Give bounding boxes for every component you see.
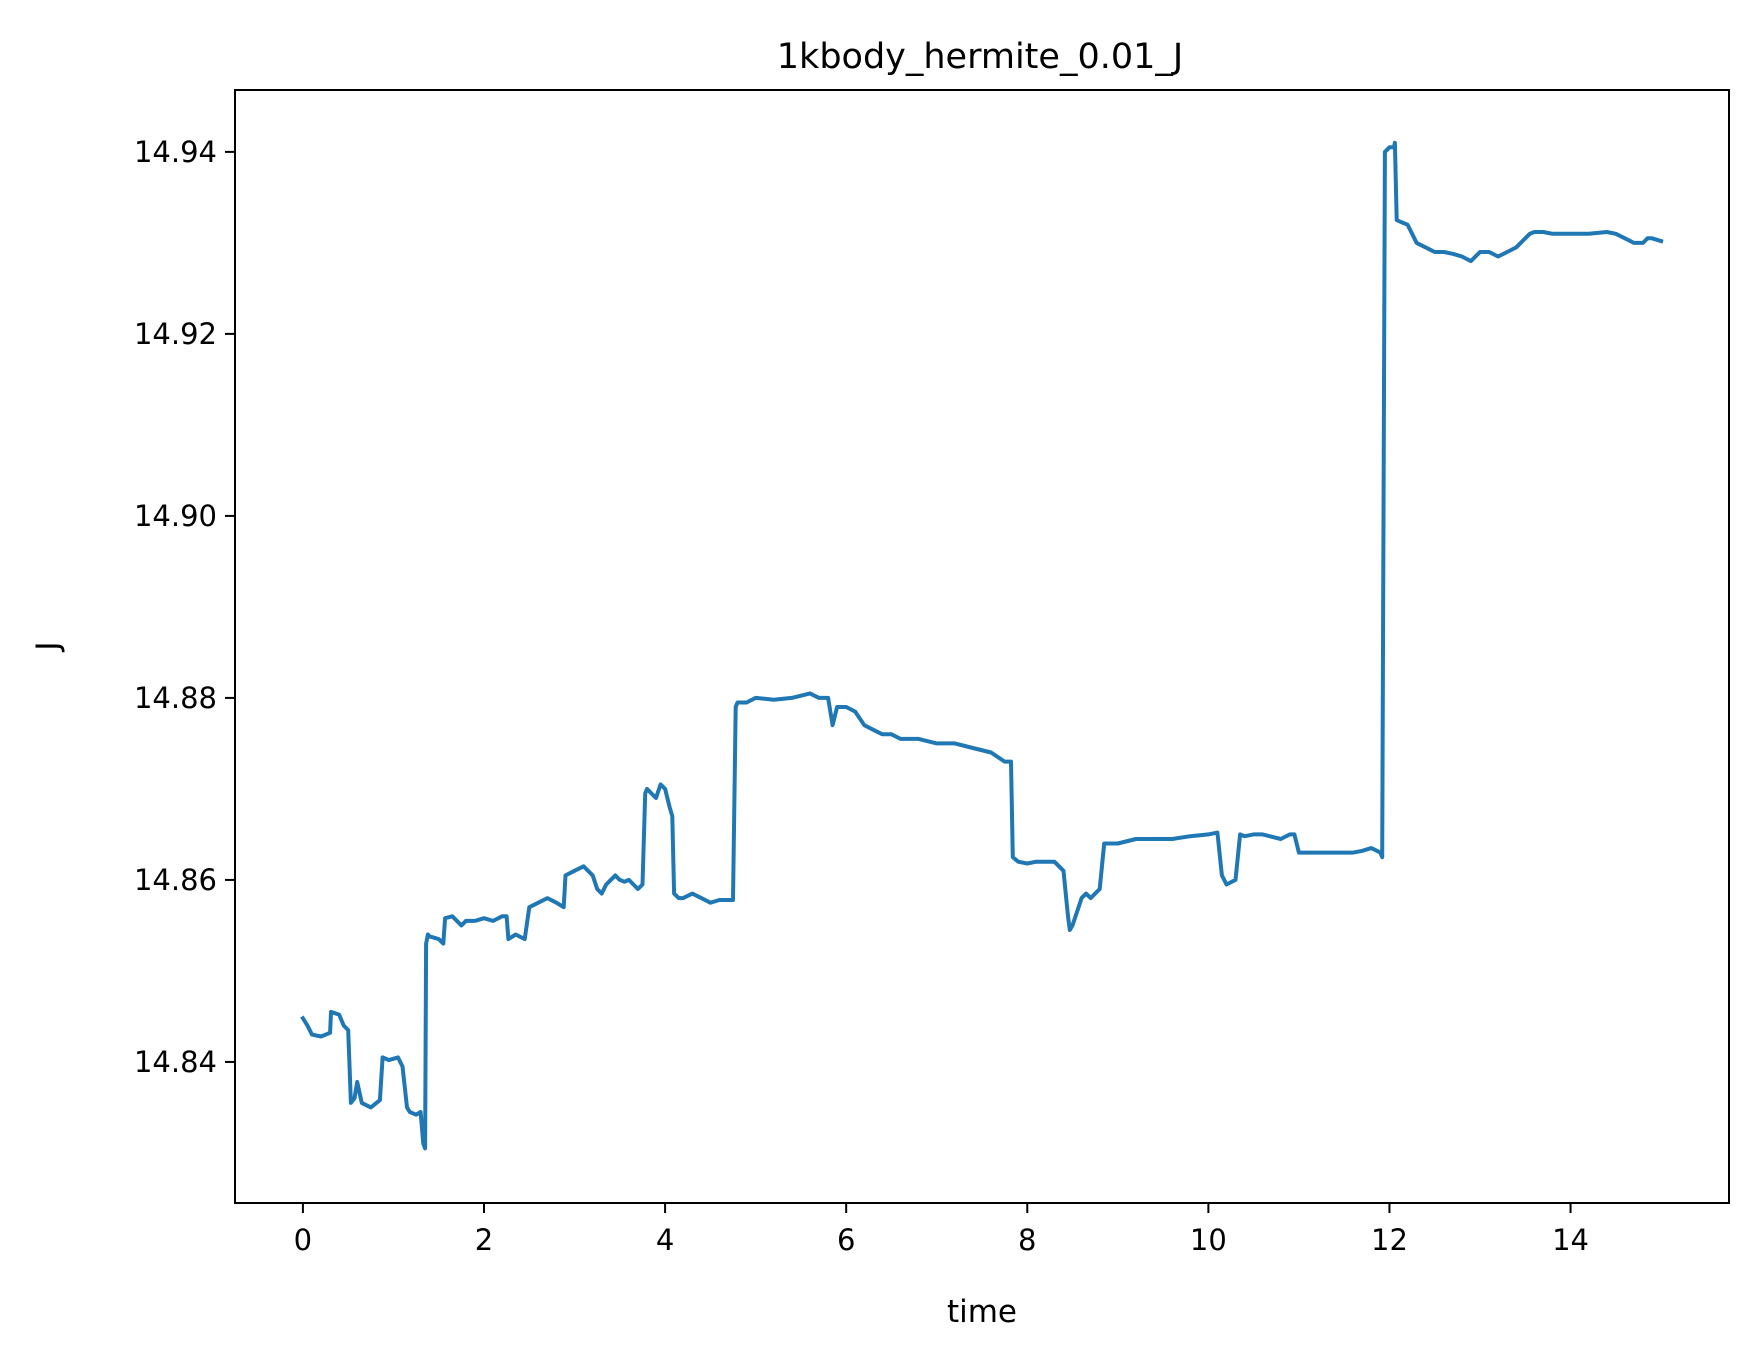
x-tick-label: 10 [1190,1223,1227,1257]
plot-frame [234,89,1730,1204]
x-tick-label: 0 [294,1223,312,1257]
series-line [300,140,1664,1151]
y-tick-label: 14.94 [134,135,217,169]
x-tick-label: 12 [1371,1223,1408,1257]
y-tick-label: 14.84 [134,1045,217,1079]
y-axis: 14.84 14.86 14.88 14.90 14.92 14.94 [134,135,235,1079]
x-axis: 0 2 4 6 8 10 12 14 [294,1203,1589,1257]
x-axis-label: time [947,1294,1017,1330]
x-tick-label: 4 [656,1223,674,1257]
y-tick-label: 14.90 [134,499,217,533]
y-axis-label: J [30,641,66,652]
series-layer [300,140,1664,1151]
y-tick-label: 14.88 [134,681,217,715]
y-tick-label: 14.86 [134,863,217,897]
x-tick-label: 8 [1018,1223,1036,1257]
x-tick-label: 14 [1552,1223,1589,1257]
x-tick-label: 6 [837,1223,855,1257]
chart-title: 1kbody_hermite_0.01_J [777,37,1183,77]
x-tick-label: 2 [475,1223,493,1257]
y-tick-label: 14.92 [134,317,217,351]
plot-area [235,90,1729,1203]
